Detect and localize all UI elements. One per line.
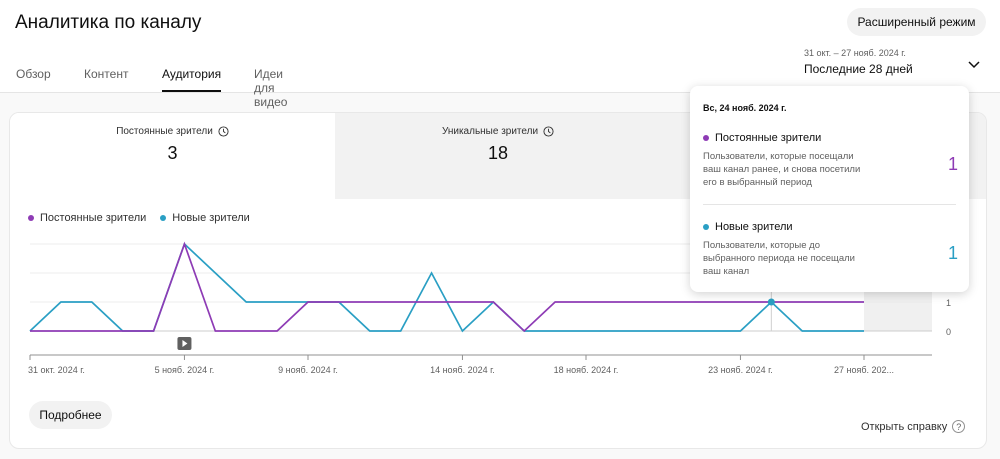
- tooltip-item-desc: Пользователи, которые до выбранного пери…: [703, 240, 855, 277]
- tooltip-dot: [703, 135, 709, 141]
- tooltip-item-returning: Постоянные зрители Пользователи, которые…: [703, 132, 958, 189]
- legend-label: Постоянные зрители: [40, 212, 147, 224]
- metric-label: Постоянные зрители: [116, 126, 213, 137]
- metric-value: 3: [167, 143, 178, 163]
- x-tick-label: 14 нояб. 2024 г.: [430, 365, 495, 375]
- y-tick-label: 0: [946, 327, 951, 337]
- chart-tooltip: Вс, 24 нояб. 2024 г. Постоянные зрители …: [690, 86, 969, 292]
- x-tick-label: 9 нояб. 2024 г.: [278, 365, 338, 375]
- legend-label: Новые зрители: [172, 212, 250, 224]
- legend-dot: [28, 215, 34, 221]
- help-link-label: Открыть справку: [861, 420, 948, 433]
- tab-content[interactable]: Контент: [84, 67, 129, 81]
- legend-item[interactable]: Постоянные зрители: [28, 212, 146, 224]
- clock-icon: [543, 126, 554, 137]
- chart-legend: Постоянные зрители Новые зрители: [28, 212, 250, 224]
- x-tick-label: 5 нояб. 2024 г.: [155, 365, 215, 375]
- x-tick-label: 31 окт. 2024 г.: [28, 365, 85, 375]
- highlight-point: [767, 298, 775, 306]
- tab-video-ideas[interactable]: Идеи для видео: [254, 67, 288, 109]
- date-range-label: Последние 28 дней: [804, 62, 913, 76]
- metric-returning-viewers[interactable]: Постоянные зрители 3: [10, 113, 335, 199]
- series-line-returning: [30, 241, 864, 333]
- x-tick-label: 23 нояб. 2024 г.: [708, 365, 773, 375]
- tooltip-item-desc: Пользователи, которые посещали ваш канал…: [703, 151, 861, 188]
- tab-overview[interactable]: Обзор: [16, 67, 51, 81]
- legend-dot: [160, 215, 167, 221]
- tooltip-item-name: Постоянные зрители: [715, 132, 822, 144]
- x-tick-label: 27 нояб. 202...: [834, 365, 894, 375]
- more-details-button[interactable]: Подробнее: [29, 401, 112, 429]
- chevron-down-icon[interactable]: [966, 56, 982, 72]
- play-icon: [182, 340, 188, 347]
- metric-label: Уникальные зрители: [441, 126, 539, 137]
- question-icon: ?: [952, 420, 966, 433]
- advanced-mode-button[interactable]: Расширенный режим: [847, 8, 986, 36]
- tooltip-item-value: 1: [947, 154, 958, 174]
- date-range-selector[interactable]: 31 окт. – 27 нояб. 2024 г. Последние 28 …: [804, 48, 913, 76]
- tooltip-date: Вс, 24 нояб. 2024 г.: [703, 103, 787, 113]
- help-link[interactable]: Открыть справку ?: [861, 420, 966, 433]
- metric-value: 18: [487, 143, 509, 163]
- tooltip-item-value: 1: [947, 243, 958, 263]
- tooltip-dot: [703, 224, 709, 230]
- tab-audience[interactable]: Аудитория: [162, 60, 222, 92]
- y-tick-label: 1: [946, 298, 951, 308]
- tooltip-divider: [703, 204, 956, 205]
- page-title: Аналитика по каналу: [15, 12, 202, 33]
- clock-icon: [218, 126, 229, 137]
- legend-item[interactable]: Новые зрители: [160, 212, 250, 224]
- metric-unique-viewers[interactable]: Уникальные зрители 18: [335, 113, 661, 199]
- x-tick-label: 18 нояб. 2024 г.: [554, 365, 619, 375]
- tooltip-item-name: Новые зрители: [715, 221, 793, 233]
- tooltip-item-new: Новые зрители Пользователи, которые до в…: [703, 221, 958, 278]
- header: Аналитика по каналу Расширенный режим Об…: [0, 0, 1000, 109]
- date-range-dates: 31 окт. – 27 нояб. 2024 г.: [804, 48, 906, 58]
